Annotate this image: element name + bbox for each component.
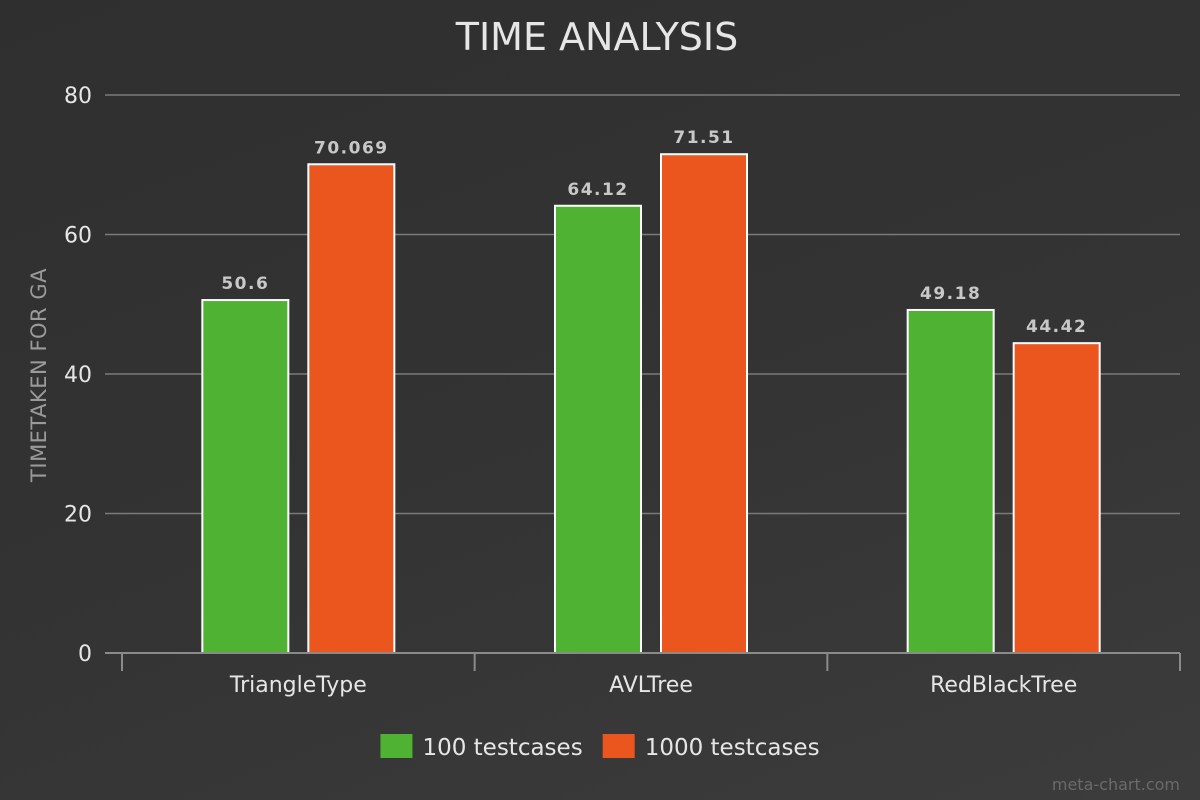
legend-swatch (602, 734, 635, 758)
data-label: 44.42 (1026, 317, 1087, 337)
y-tick-label: 20 (64, 503, 92, 528)
chart-title: TIME ANALYSIS (455, 15, 739, 59)
data-label: 64.12 (567, 180, 628, 200)
data-labels: 50.6 70.069 64.12 71.51 49.18 44.42 (221, 128, 1087, 337)
y-axis-ticks: 0 20 40 60 80 (64, 84, 92, 667)
data-label: 50.6 (221, 274, 269, 294)
data-label: 70.069 (314, 138, 389, 158)
data-label: 49.18 (920, 284, 981, 304)
x-tick-label: RedBlackTree (930, 673, 1077, 698)
watermark: meta-chart.com (1052, 775, 1180, 794)
bar (660, 153, 748, 654)
y-axis-label: TIMETAKEN FOR GA (27, 268, 51, 483)
legend-label: 1000 testcases (645, 735, 820, 761)
bars (201, 153, 1101, 654)
bar (554, 204, 642, 654)
bar (201, 299, 290, 654)
data-label: 71.51 (673, 128, 734, 148)
legend-label: 100 testcases (422, 735, 582, 761)
y-tick-label: 80 (64, 84, 92, 109)
x-axis: TriangleType AVLTree RedBlackTree (105, 652, 1181, 698)
x-tick-label: AVLTree (609, 673, 693, 698)
x-tick-label: TriangleType (229, 673, 367, 698)
y-tick-label: 0 (78, 642, 92, 667)
y-tick-label: 60 (64, 224, 92, 249)
bar (307, 163, 396, 654)
legend: 100 testcases 1000 testcases (380, 734, 820, 761)
bar (906, 308, 995, 654)
bar (1012, 342, 1101, 654)
legend-swatch (380, 734, 413, 758)
y-tick-label: 40 (64, 363, 92, 388)
